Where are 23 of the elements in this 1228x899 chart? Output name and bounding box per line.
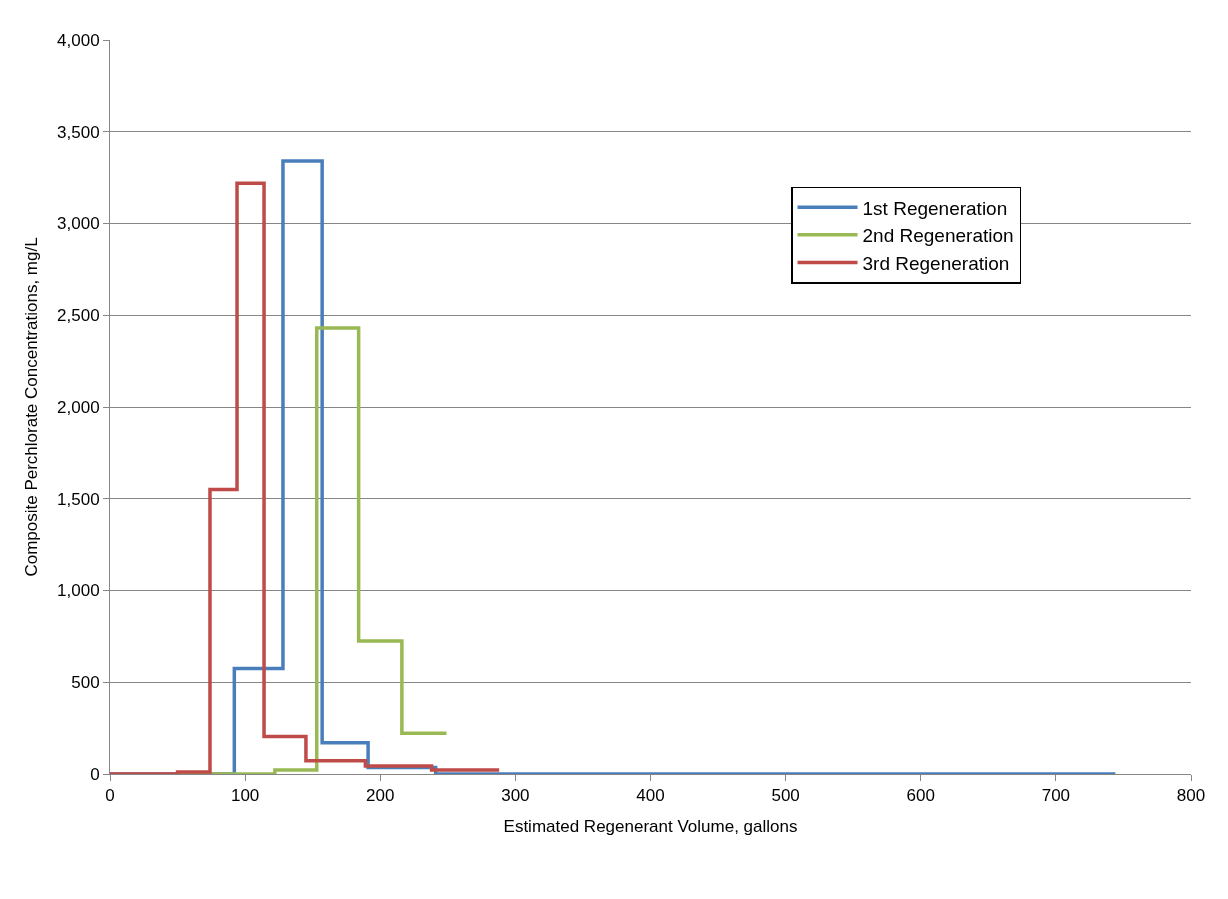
legend-label: 3rd Regeneration bbox=[862, 252, 1010, 274]
y-tick-label: 1,500 bbox=[57, 489, 100, 509]
y-tick-label: 2,000 bbox=[57, 397, 100, 417]
x-tick-label: 100 bbox=[230, 786, 260, 806]
x-tick-label: 800 bbox=[1176, 786, 1206, 806]
y-tick-label: 3,000 bbox=[57, 214, 100, 234]
y-tick-label: 1,000 bbox=[57, 581, 100, 601]
x-tick-label: 0 bbox=[105, 786, 115, 806]
x-tick-label: 600 bbox=[906, 786, 935, 806]
y-tick-label: 3,500 bbox=[57, 122, 100, 142]
y-tick-label: 500 bbox=[71, 673, 100, 693]
x-tick-label: 700 bbox=[1041, 786, 1071, 806]
y-tick-label: 0 bbox=[90, 764, 100, 784]
x-axis-title: Estimated Regenerant Volume, gallons bbox=[503, 816, 798, 836]
legend-label: 1st Regeneration bbox=[862, 197, 1008, 219]
x-tick-label: 300 bbox=[501, 786, 530, 806]
y-tick-label: 4,000 bbox=[57, 30, 100, 50]
y-tick-label: 2,500 bbox=[57, 306, 100, 326]
legend-label: 2nd Regeneration bbox=[862, 225, 1014, 247]
x-tick-label: 400 bbox=[636, 786, 665, 806]
y-axis-title: Composite Perchlorate Concentrations, mg/L bbox=[21, 237, 41, 577]
x-tick-label: 500 bbox=[771, 786, 800, 806]
x-tick-label: 200 bbox=[366, 786, 395, 806]
